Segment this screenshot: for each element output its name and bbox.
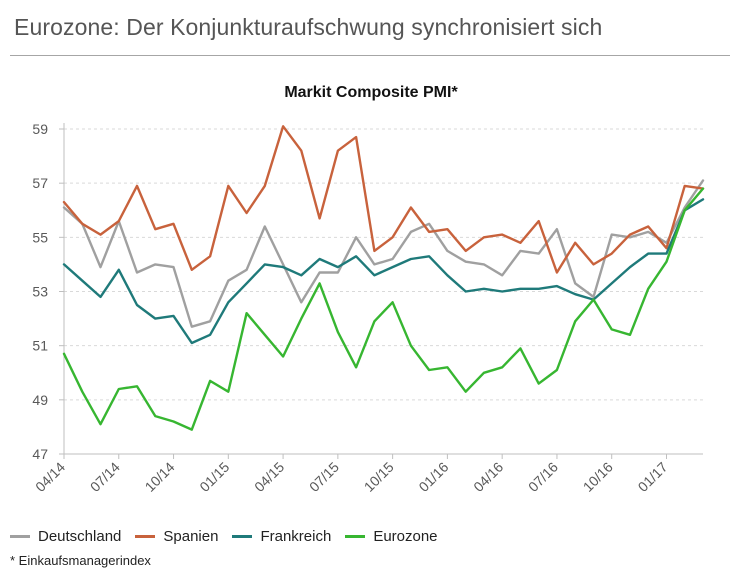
legend-item-spanien: Spanien	[135, 528, 218, 545]
series-lines	[62, 125, 705, 431]
legend-label-spanien: Spanien	[163, 527, 219, 545]
tick-labels: 47 49 51 53 55 57 59 04/14 07/14 10/14 01/15 04/15 0…	[32, 121, 671, 495]
legend-swatch-frankreich	[232, 534, 253, 538]
chart-title: Markit Composite PMI*	[284, 84, 458, 101]
axes	[59, 123, 703, 459]
x-tick-label: 01/16	[415, 459, 451, 495]
header-divider	[10, 55, 730, 56]
x-tick-label: 01/15	[196, 459, 232, 495]
y-tick-label: 59	[32, 121, 48, 137]
y-tick-label: 55	[32, 229, 48, 245]
y-tick-label: 57	[32, 175, 48, 191]
series-line-spanien	[62, 125, 705, 274]
x-tick-label: 04/16	[470, 459, 506, 495]
page-title: Eurozone: Der Konjunkturaufschwung synch…	[14, 14, 603, 40]
y-tick-label: 49	[32, 392, 48, 408]
x-tick-label: 07/14	[87, 459, 123, 495]
series-line-frankreich	[62, 198, 705, 345]
legend-swatch-eurozone	[345, 534, 366, 538]
legend-label-eurozone: Eurozone	[373, 527, 438, 545]
footnote: * Einkaufsmanagerindex	[10, 553, 151, 568]
x-tick-label: 04/15	[251, 459, 287, 495]
x-tick-label: 01/17	[635, 459, 671, 495]
legend-item-frankreich: Frankreich	[232, 528, 331, 545]
legend-item-deutschland: Deutschland	[10, 528, 121, 545]
y-tick-label: 47	[32, 446, 48, 462]
series-line-eurozone	[62, 187, 705, 431]
legend-label-frankreich: Frankreich	[260, 527, 332, 545]
x-tick-label: 04/14	[32, 459, 68, 495]
x-tick-label: 10/16	[580, 459, 616, 495]
x-tick-label: 07/16	[525, 459, 561, 495]
gridlines	[64, 128, 703, 455]
legend-swatch-deutschland	[10, 534, 30, 538]
legend-label-deutschland: Deutschland	[38, 527, 122, 545]
legend-item-eurozone: Eurozone	[345, 527, 438, 545]
y-tick-label: 51	[32, 338, 48, 354]
series-line-deutschland	[62, 179, 705, 328]
x-tick-label: 10/15	[361, 459, 397, 495]
legend-swatch-spanien	[135, 534, 156, 538]
legend: Deutschland Spanien Frankreich Eurozone	[10, 526, 452, 546]
y-tick-label: 53	[32, 284, 48, 300]
x-tick-label: 07/15	[306, 459, 342, 495]
x-tick-label: 10/14	[142, 459, 178, 495]
